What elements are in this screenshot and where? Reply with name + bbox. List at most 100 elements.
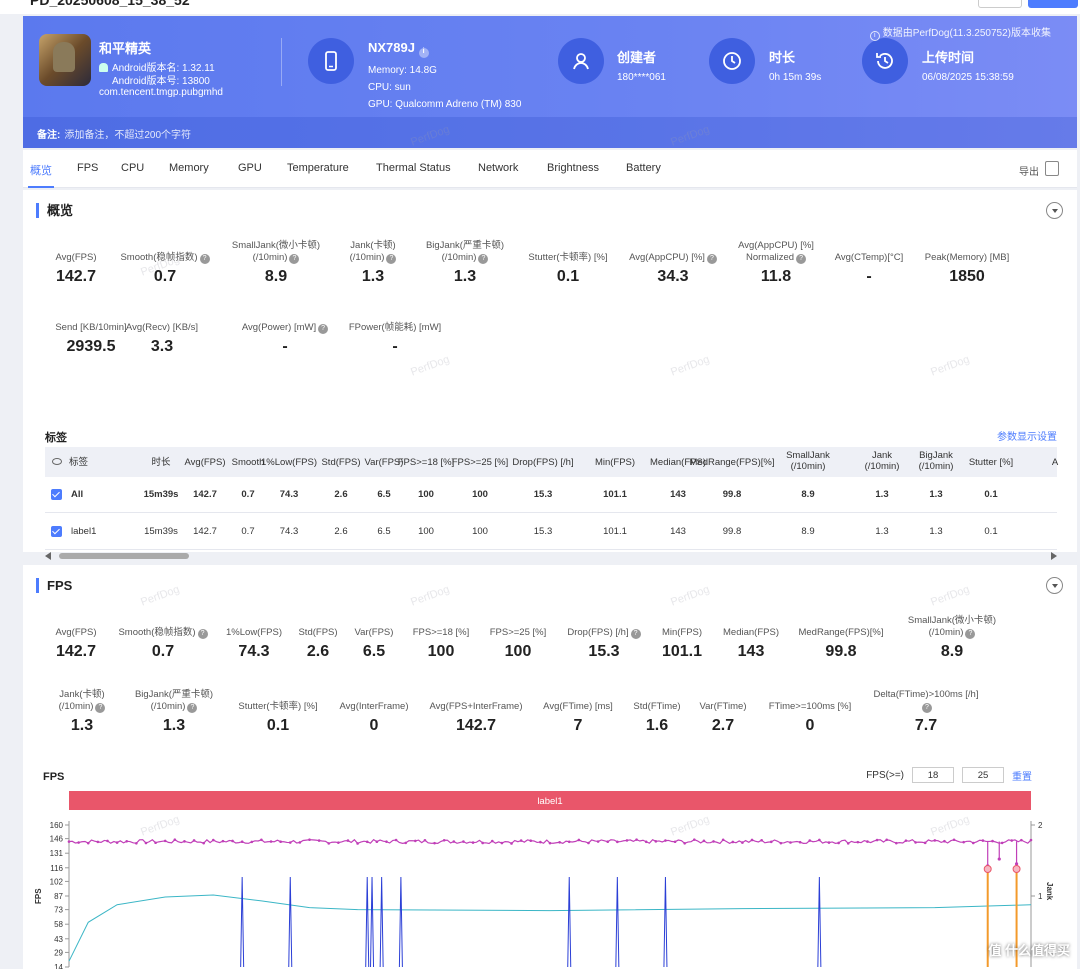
metric-label: Stutter(卡顿率) [%] (238, 701, 318, 712)
collapse-overview-icon[interactable] (1046, 202, 1063, 219)
label-bar[interactable] (69, 791, 1031, 810)
table-header-cell[interactable]: A (1051, 457, 1059, 468)
fps-card: FPS Avg(FPS) 142.7 Smooth(稳帧指数)? 0.7 1%Low(F… (23, 565, 1077, 969)
help-icon[interactable]: ? (922, 703, 932, 713)
creator-title: 创建者 (617, 50, 657, 65)
tab-overview[interactable]: 概览 (28, 162, 54, 188)
top-strip: PD_20250608_15_38_52 (0, 0, 1080, 14)
export-button[interactable]: 导出 (1019, 167, 1039, 178)
reset-button[interactable]: 重置 (1012, 771, 1032, 783)
y-tick-label: 116 (50, 864, 63, 873)
fps-point (404, 841, 408, 845)
param-settings-link[interactable]: 参数显示设置 (997, 432, 1057, 443)
table-header-cell[interactable]: 时长 (151, 457, 171, 468)
metric-value: - (392, 338, 398, 355)
fps-point (192, 839, 196, 842)
metric-value: 0.7 (151, 643, 175, 660)
table-cell: 15m39s (143, 489, 179, 500)
table-header-cell[interactable]: Smooth (231, 457, 265, 468)
checkbox-label1[interactable] (51, 526, 62, 537)
help-icon[interactable]: ? (965, 629, 976, 639)
scroll-left-icon[interactable] (45, 552, 51, 560)
metric-value: 8.9 (264, 268, 288, 285)
table-header-cell[interactable]: Drop(FPS) [/h] (512, 457, 574, 468)
scroll-thumb[interactable] (59, 553, 189, 559)
table-header-cell[interactable]: BigJank (/10min) (918, 450, 954, 472)
table-header-cell[interactable]: Avg(FPS) (184, 457, 226, 468)
help-icon[interactable]: ? (197, 629, 208, 639)
fps-point (86, 841, 90, 845)
fps-point (385, 840, 388, 843)
table-header-cell[interactable]: FPS>=18 [%] (397, 457, 455, 468)
table-header-cell[interactable]: 1%Low(FPS) (261, 457, 317, 468)
table-row-label1[interactable]: label1 15m39s 142.7 0.7 74.3 2.6 6.5 100 100 15.3… (45, 514, 1057, 550)
table-cell: 1.3 (875, 489, 889, 500)
metric-label: 1%Low(FPS) (226, 627, 282, 638)
metric-label: Avg(FTime) [ms] (543, 701, 613, 712)
fps-point (96, 840, 100, 844)
metric: Var(FTime) 2.7 (668, 689, 778, 735)
help-icon[interactable]: ? (386, 254, 397, 264)
help-icon[interactable]: ? (95, 703, 106, 713)
tab-gpu[interactable]: GPU (238, 162, 262, 174)
metric-label: Drop(FPS) [/h]? (549, 615, 659, 639)
fps-point (827, 841, 831, 844)
note-bar[interactable]: 备注: 添加备注，不超过200个字符 (23, 117, 1077, 148)
tab-memory[interactable]: Memory (169, 162, 209, 174)
metric-label: FPower(帧能耗) [mW] (348, 322, 442, 333)
fps-point (1000, 841, 1004, 845)
threshold-input-2[interactable]: 25 (962, 767, 1004, 783)
metric: Delta(FTime)>100ms [/h]? 7.7 (871, 689, 981, 735)
table-header-cell[interactable]: 标签 (69, 457, 89, 468)
metric-value: 34.3 (657, 268, 689, 285)
export-icon[interactable] (1045, 161, 1059, 176)
table-header-cell[interactable]: Median(FPS) (650, 457, 706, 468)
help-icon[interactable]: ? (199, 254, 210, 264)
help-icon[interactable]: ? (630, 629, 641, 639)
table-header-cell[interactable]: Jank (/10min) (864, 450, 900, 472)
metric: Avg(FPS) 142.7 (21, 615, 131, 661)
tab-network[interactable]: Network (478, 162, 519, 174)
table-header-cell[interactable]: MedRange(FPS)[%] (689, 457, 775, 468)
fps-chart[interactable]: label1 14 29 43 58 73 87 102 116 131 146 160 1 2 FPS J… (23, 789, 1077, 969)
table-header-cell[interactable]: Var(FPS) (364, 457, 404, 468)
table-header-cell[interactable]: Stutter [%] (968, 457, 1014, 468)
metric: Peak(Memory) [MB] 1850 (912, 240, 1022, 286)
info-icon[interactable]: i (418, 48, 429, 58)
tab-cpu[interactable]: CPU (121, 162, 145, 174)
help-icon[interactable]: ? (478, 254, 489, 264)
table-header-cell[interactable]: FPS>=25 [%] (451, 457, 509, 468)
table-row-all[interactable]: All 15m39s 142.7 0.7 74.3 2.6 6.5 100 100 15.3 101… (45, 477, 1057, 513)
primary-button[interactable] (1028, 0, 1078, 8)
note-input[interactable]: 添加备注，不超过200个字符 (64, 130, 192, 141)
metric-label: Avg(CTemp)[°C] (834, 252, 904, 263)
horizontal-scrollbar[interactable] (45, 551, 1057, 561)
tab-thermal-status[interactable]: Thermal Status (376, 162, 451, 174)
collapse-fps-icon[interactable] (1046, 577, 1063, 594)
tab-battery[interactable]: Battery (626, 162, 661, 174)
fps-point (904, 839, 908, 842)
threshold-input-1[interactable]: 18 (912, 767, 954, 783)
checkbox-all[interactable] (51, 489, 62, 500)
metric: Avg(FPS) 142.7 (21, 240, 131, 286)
y-tick-label: 146 (50, 835, 64, 844)
help-icon[interactable]: ? (187, 703, 198, 713)
scroll-right-icon[interactable] (1051, 552, 1057, 560)
help-icon[interactable]: ? (706, 254, 717, 264)
metric-label: Std(FPS) (298, 627, 338, 638)
help-icon[interactable]: ? (796, 254, 807, 264)
tab-fps[interactable]: FPS (77, 162, 99, 174)
table-cell: 15m39s (144, 526, 178, 537)
metric-label: Avg(FPS) (55, 252, 97, 263)
table-header-cell[interactable]: Min(FPS) (594, 457, 636, 468)
help-icon[interactable]: ? (289, 254, 300, 264)
tab-brightness[interactable]: Brightness (547, 162, 599, 174)
secondary-button[interactable] (978, 0, 1022, 8)
help-icon[interactable]: ? (318, 324, 329, 334)
jank-spike (240, 876, 245, 968)
y-tick-label: 58 (54, 920, 63, 929)
table-header-cell[interactable]: SmallJank (/10min) (786, 450, 830, 472)
eye-icon[interactable] (52, 458, 62, 465)
tab-temperature[interactable]: Temperature (287, 162, 349, 174)
table-header-cell[interactable]: Std(FPS) (321, 457, 361, 468)
